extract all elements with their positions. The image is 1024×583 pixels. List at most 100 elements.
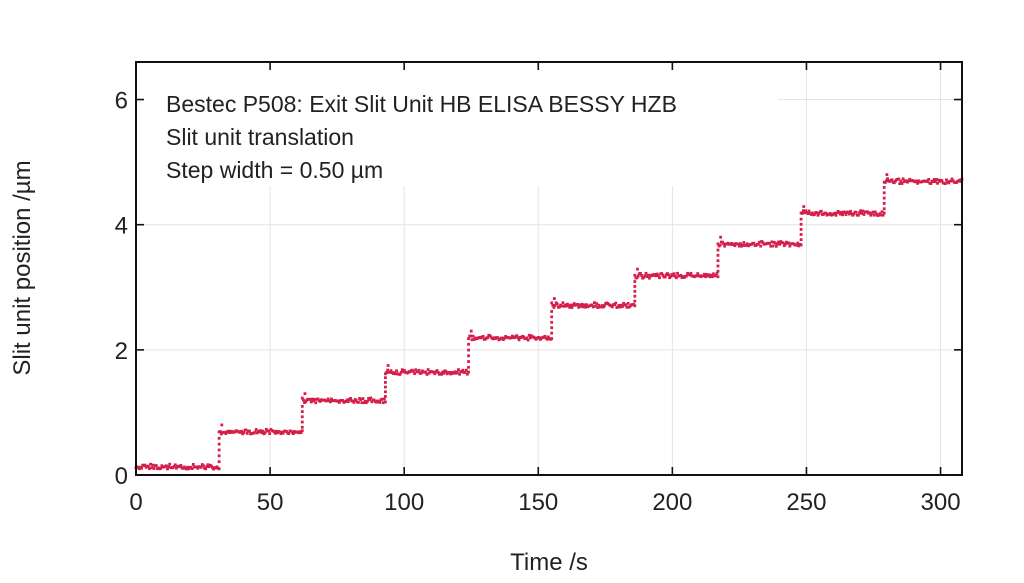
data-point [704,275,707,279]
data-point [300,425,304,429]
data-point [872,213,876,217]
data-point [398,373,402,376]
step-transition [467,329,473,369]
data-point [796,241,800,245]
data-point [357,401,360,404]
data-point [633,304,637,308]
data-point [642,275,646,279]
data-point [882,211,886,215]
data-point [882,191,886,195]
data-point [515,334,519,338]
data-point [148,467,151,471]
data-point [882,207,886,211]
data-point [799,238,803,242]
data-point [345,398,349,402]
data-point [186,465,190,469]
data-point [159,466,163,470]
data-point [646,273,650,277]
data-point [517,338,521,342]
data-point [862,213,866,216]
data-point [595,302,599,306]
data-point [701,274,705,278]
data-point [618,305,622,309]
data-point [807,209,811,213]
data-point [897,177,901,181]
data-point [416,370,420,374]
data-point [592,301,596,305]
data-point [622,301,625,305]
data-point [444,370,448,374]
data-point [384,400,387,404]
data-point [854,210,858,214]
data-point [940,179,944,183]
axis-ticks: 0 50 100 150 200 250 300 0 2 4 6 [115,62,962,516]
data-point [741,243,745,247]
data-point [550,301,554,305]
data-point [865,210,869,214]
data-point [708,275,712,279]
data-point [597,303,601,307]
data-point [933,180,937,184]
data-point [300,415,304,419]
annotation-line-1: Bestec P508: Exit Slit Unit HB ELISA BES… [166,91,677,117]
data-point [433,372,437,376]
data-point [860,212,864,215]
data-point [268,432,272,436]
data-point [703,272,706,276]
data-point [782,244,786,248]
data-point [312,399,315,403]
data-point [394,372,397,376]
data-point [810,211,814,215]
data-point [360,401,364,405]
data-point [819,209,823,213]
data-point [871,210,875,214]
data-point [688,273,692,277]
data-point [328,400,332,404]
data-point [927,178,931,181]
data-point [788,244,792,248]
data-point [399,370,403,374]
data-point [253,430,257,434]
data-point [486,336,490,339]
data-point [555,302,559,306]
data-point [369,396,373,400]
data-point [259,429,263,433]
data-point [873,210,877,214]
data-point [901,177,905,181]
data-point [469,334,473,338]
data-point [167,465,170,469]
data-point [458,372,461,376]
data-point [716,242,720,246]
data-point [424,371,428,374]
data-point [859,209,863,213]
data-point [300,410,304,413]
data-point [667,273,670,277]
data-point [840,211,843,214]
data-point [481,335,485,338]
data-point [432,370,436,374]
data-point [260,431,264,435]
data-point [466,372,469,376]
data-point [929,182,933,185]
data-point [614,301,618,305]
data-point [384,380,387,384]
data-point [199,465,203,469]
data-point [537,336,541,340]
data-point [721,240,724,244]
data-point [907,179,911,183]
data-point [915,179,918,183]
data-point [309,400,313,404]
data-point [457,368,460,372]
data-point [590,303,594,307]
step-transition [384,364,390,398]
data-point [742,241,746,244]
data-point [591,305,595,309]
data-point [244,428,248,432]
data-point [943,182,947,186]
data-point [382,397,386,401]
data-point [758,240,761,244]
data-point [926,180,929,184]
data-point [500,336,504,340]
data-point [774,244,778,248]
